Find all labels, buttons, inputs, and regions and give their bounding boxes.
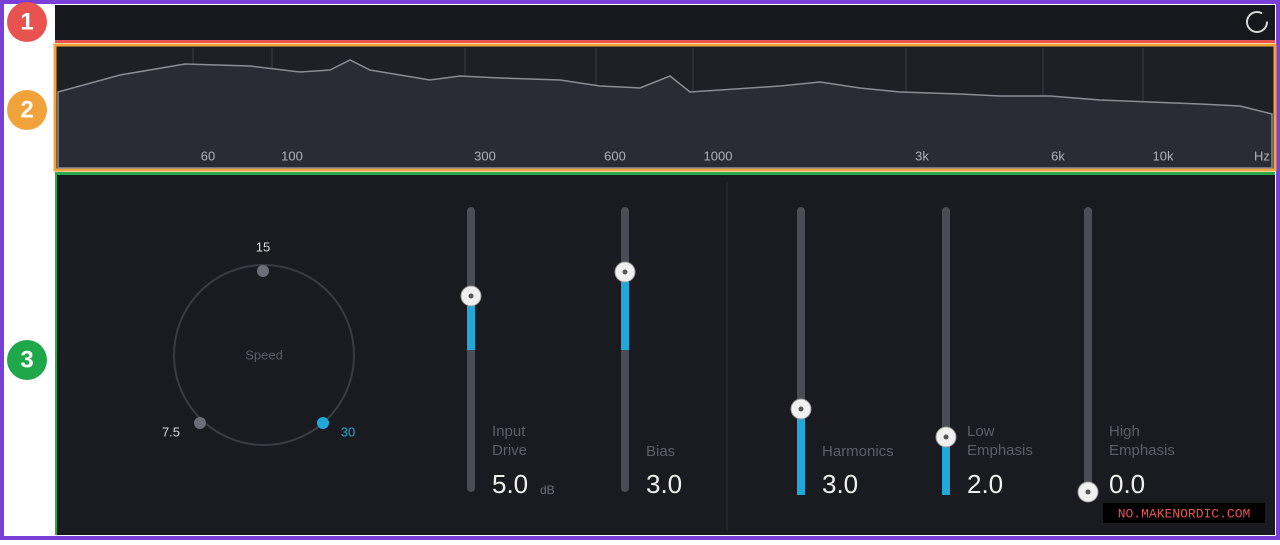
slider-track[interactable] (1084, 207, 1092, 492)
freq-label: 100 (281, 148, 303, 163)
freq-label: 600 (604, 148, 626, 163)
slider-label: Bias (646, 443, 675, 460)
freq-label: 300 (474, 148, 496, 163)
watermark-bg (1103, 503, 1265, 523)
badge-number: 1 (20, 8, 33, 35)
slider-knob-dot (798, 406, 804, 412)
slider-fill (467, 296, 475, 350)
highlight-3 (55, 172, 1275, 175)
badge (7, 90, 47, 130)
freq-label: 1000 (704, 148, 733, 163)
badge (7, 340, 47, 380)
slider-fill (797, 409, 805, 495)
slider-value: 5.0 (492, 469, 528, 499)
badge-number: 2 (20, 96, 33, 123)
slider-value: 2.0 (967, 469, 1003, 499)
slider-knob-dot (1085, 489, 1091, 495)
slider-track[interactable] (942, 207, 950, 492)
freq-label: 6k (1051, 148, 1065, 163)
slider-label: Input (492, 423, 526, 440)
slider-knob-dot (943, 434, 949, 440)
freq-label: 10k (1153, 148, 1174, 163)
slider-label: Harmonics (822, 443, 894, 460)
slider-label: Low (967, 423, 995, 440)
top-bar (55, 5, 1275, 41)
slider-fill (621, 272, 629, 350)
slider-label: Drive (492, 442, 527, 459)
highlight-3-side (55, 172, 57, 535)
speed-option: 30 (341, 424, 355, 439)
slider-label: Emphasis (967, 442, 1033, 459)
slider-knob-dot (468, 293, 474, 299)
badge-number: 3 (20, 346, 33, 373)
speed-option-dot[interactable] (194, 417, 206, 429)
slider-unit: dB (540, 483, 555, 497)
speed-option-dot[interactable] (257, 265, 269, 277)
slider-value: 3.0 (822, 469, 858, 499)
speed-label: Speed (245, 347, 283, 362)
slider-knob-dot (622, 269, 628, 275)
slider-fill (942, 437, 950, 495)
spectrum-curve (57, 59, 1273, 169)
highlight-1 (55, 40, 1275, 43)
slider-value: 0.0 (1109, 469, 1145, 499)
watermark: NO.MAKENORDIC.COM (1118, 506, 1251, 521)
freq-label: 3k (915, 148, 929, 163)
slider-label: Emphasis (1109, 442, 1175, 459)
controls-panel (55, 172, 1275, 535)
speed-option: 15 (256, 239, 270, 254)
speed-dial (173, 264, 355, 446)
badge (7, 2, 47, 42)
freq-label: 60 (201, 148, 215, 163)
speed-option: 7.5 (162, 424, 180, 439)
refresh-icon[interactable] (1246, 11, 1268, 33)
speed-option-dot[interactable] (317, 417, 329, 429)
slider-label: High (1109, 423, 1140, 440)
slider-value: 3.0 (646, 469, 682, 499)
freq-label: Hz (1254, 148, 1270, 163)
